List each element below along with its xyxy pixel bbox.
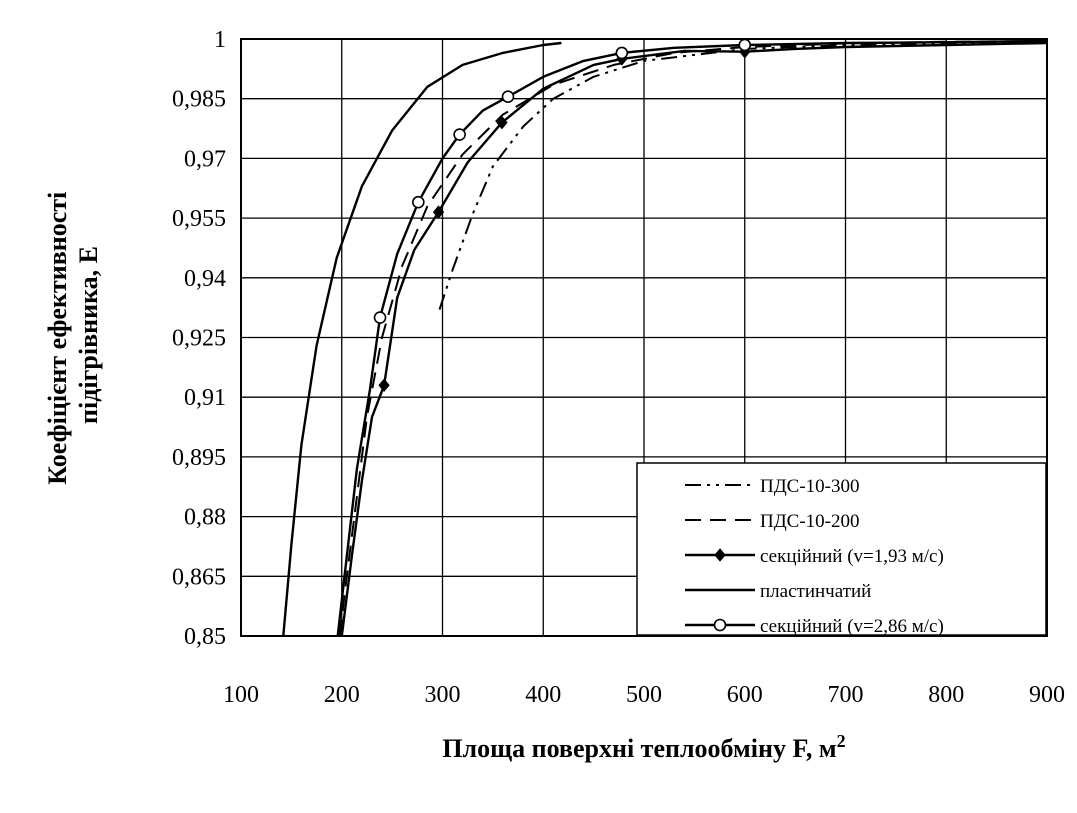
legend-box <box>636 462 1047 636</box>
y-tick-label: 0,925 <box>172 326 226 352</box>
x-axis-title-superscript: 2 <box>837 731 846 751</box>
diamond-marker <box>378 378 390 393</box>
y-tick-label: 0,955 <box>172 206 226 232</box>
diamond-marker <box>496 115 508 130</box>
circle-marker <box>738 38 752 52</box>
circle-marker <box>453 128 466 141</box>
series-line-1 <box>438 40 1047 310</box>
y-axis-title-line1: Коефіцієнт ефективності <box>43 192 72 485</box>
series-line-4 <box>282 41 562 637</box>
circle-marker <box>373 311 387 324</box>
legend-marker <box>713 618 727 632</box>
y-tick-label: 0,97 <box>184 146 226 172</box>
y-tick-label: 0,88 <box>184 505 226 531</box>
y-tick-label: 0,85 <box>184 624 226 650</box>
circle-marker <box>501 90 515 104</box>
x-tick-label: 100 <box>223 682 259 708</box>
x-tick-label: 300 <box>425 682 461 708</box>
legend-marker <box>714 548 726 562</box>
y-tick-label: 0,985 <box>172 87 226 113</box>
legend: ПДС-10-300 ПДС-10-200 секційний (v=1,93 м/… <box>636 462 1047 637</box>
y-tick-label: 1 <box>214 27 226 53</box>
x-tick-label: 400 <box>525 682 561 708</box>
x-axis-title-text: Площа поверхні теплообміну F, м <box>442 734 836 763</box>
legend-label-3: секційний (v=1,93 м/с) <box>760 546 944 567</box>
y-tick-label: 0,895 <box>172 445 226 471</box>
legend-label-2: ПДС-10-200 <box>760 511 860 532</box>
tick-labels: 100 200 300 400 500 600 700 800 900 0,85 0,865 0,88… <box>172 27 1065 708</box>
circle-marker <box>615 46 629 60</box>
x-tick-label: 200 <box>324 682 360 708</box>
x-tick-label: 800 <box>928 682 964 708</box>
x-tick-label: 900 <box>1029 682 1065 708</box>
y-tick-label: 0,865 <box>172 564 226 590</box>
legend-label-5: секційний (v=2,86 м/с) <box>760 616 944 637</box>
legend-label-4: пластинчатий <box>760 581 871 602</box>
plot-area-border <box>240 38 1048 637</box>
x-tick-label: 700 <box>828 682 864 708</box>
circle-marker <box>412 195 425 209</box>
legend-label-1: ПДС-10-300 <box>760 476 860 497</box>
x-tick-label: 500 <box>626 682 662 708</box>
y-tick-label: 0,94 <box>184 266 226 292</box>
grid <box>240 38 1048 637</box>
y-tick-label: 0,91 <box>184 385 226 411</box>
x-axis-title: Площа поверхні теплообміну F, м2 <box>442 731 845 763</box>
x-tick-label: 600 <box>727 682 763 708</box>
markers-group <box>373 38 752 393</box>
diamond-marker <box>432 205 445 219</box>
y-axis-title: Коефіцієнт ефективності підігрівника, E <box>43 185 103 485</box>
y-axis-title-line2: підігрівника, E <box>74 246 103 424</box>
